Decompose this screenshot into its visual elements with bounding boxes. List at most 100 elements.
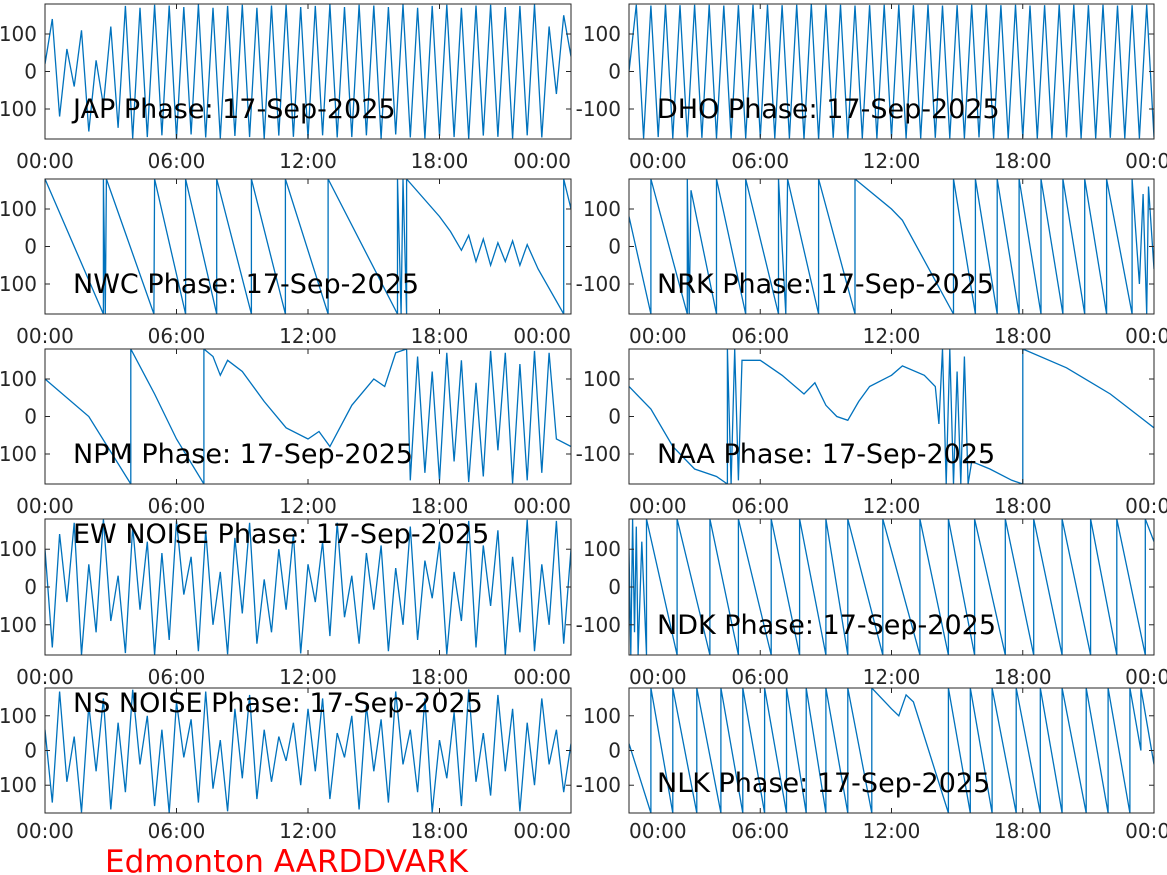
- y-tick-label: 100: [0, 367, 37, 391]
- y-tick-label: 0: [24, 60, 37, 84]
- phase-series-line: [629, 179, 1154, 314]
- subplot-5: -100 0 100 00:00 06:00 12:00 18:00 00:00 NPM Pha…: [0, 348, 572, 518]
- x-tick-label: 00:00: [1125, 324, 1167, 348]
- y-tick-label: 0: [24, 575, 37, 599]
- subplot-2: -100 0 100 00:00 06:00 12:00 18:00 00:00 DHO Pha…: [576, 3, 1167, 173]
- x-tick-label: 18:00: [411, 324, 469, 348]
- x-tick-label: 06:00: [731, 494, 789, 518]
- x-tick-label: 06:00: [731, 665, 789, 689]
- x-tick-label: 12:00: [863, 494, 921, 518]
- y-tick-label: 100: [583, 537, 621, 561]
- phase-series-line: [629, 688, 1154, 813]
- x-tick-label: 00:00: [629, 819, 687, 843]
- y-tick-label: 100: [0, 22, 37, 46]
- x-tick-label: 06:00: [148, 324, 206, 348]
- x-tick-label: 06:00: [148, 665, 206, 689]
- phase-series-line: [629, 349, 1154, 484]
- phase-series-line: [45, 179, 571, 314]
- y-tick-label: 100: [0, 704, 37, 728]
- x-tick-label: 06:00: [148, 494, 206, 518]
- x-tick-label: 12:00: [279, 324, 337, 348]
- x-tick-label: 06:00: [148, 149, 206, 173]
- y-tick-label: -100: [0, 97, 37, 121]
- y-tick-label: -100: [576, 97, 621, 121]
- x-tick-label: 06:00: [148, 819, 206, 843]
- y-tick-label: 100: [583, 704, 621, 728]
- y-tick-label: -100: [0, 442, 37, 466]
- y-tick-label: 100: [583, 22, 621, 46]
- x-tick-label: 12:00: [863, 149, 921, 173]
- x-tick-label: 12:00: [279, 494, 337, 518]
- x-tick-label: 06:00: [731, 149, 789, 173]
- x-tick-label: 18:00: [411, 819, 469, 843]
- y-tick-label: 0: [608, 60, 621, 84]
- x-tick-label: 18:00: [994, 494, 1052, 518]
- phase-series-line: [45, 349, 571, 484]
- x-tick-label: 00:00: [1125, 819, 1167, 843]
- subplot-10: -100 0 100 00:00 06:00 12:00 18:00 00:00 NLK Pha…: [576, 687, 1167, 843]
- subplot-title: NPM Phase: 17-Sep-2025: [73, 439, 413, 470]
- subplot-9: -100 0 100 00:00 06:00 12:00 18:00 00:00 NS NOIS…: [0, 687, 572, 843]
- x-tick-label: 18:00: [994, 665, 1052, 689]
- x-tick-label: 06:00: [731, 819, 789, 843]
- x-tick-label: 00:00: [513, 149, 571, 173]
- y-tick-label: 100: [0, 197, 37, 221]
- y-tick-label: 100: [583, 367, 621, 391]
- x-tick-label: 18:00: [411, 149, 469, 173]
- y-tick-label: -100: [576, 272, 621, 296]
- subplot-title: NDK Phase: 17-Sep-2025: [657, 610, 996, 641]
- subplot-title: JAP Phase: 17-Sep-2025: [71, 94, 396, 125]
- x-tick-label: 00:00: [513, 494, 571, 518]
- y-tick-label: 0: [608, 235, 621, 259]
- x-tick-label: 18:00: [994, 324, 1052, 348]
- x-tick-label: 00:00: [629, 665, 687, 689]
- subplot-8: -100 0 100 00:00 06:00 12:00 18:00 00:00 NDK Pha…: [576, 518, 1167, 689]
- phase-series-line: [45, 689, 571, 813]
- subplot-title: NAA Phase: 17-Sep-2025: [657, 439, 995, 470]
- x-tick-label: 00:00: [513, 819, 571, 843]
- y-tick-label: -100: [576, 613, 621, 637]
- subplot-7: -100 0 100 00:00 06:00 12:00 18:00 00:00 EW NOIS…: [0, 518, 572, 689]
- y-tick-label: 0: [24, 405, 37, 429]
- footer-label: Edmonton AARDDVARK: [105, 844, 469, 875]
- x-tick-label: 00:00: [629, 149, 687, 173]
- phase-series-line: [629, 519, 1154, 655]
- x-tick-label: 18:00: [994, 149, 1052, 173]
- x-tick-label: 00:00: [513, 665, 571, 689]
- y-tick-label: -100: [0, 613, 37, 637]
- x-tick-label: 18:00: [994, 819, 1052, 843]
- subplot-4: -100 0 100 00:00 06:00 12:00 18:00 00:00 NRK Pha…: [576, 178, 1167, 348]
- x-tick-label: 00:00: [1125, 149, 1167, 173]
- x-tick-label: 00:00: [1125, 494, 1167, 518]
- subplot-6: -100 0 100 00:00 06:00 12:00 18:00 00:00 NAA Pha…: [576, 348, 1167, 518]
- x-tick-label: 00:00: [513, 324, 571, 348]
- x-tick-label: 12:00: [279, 149, 337, 173]
- y-tick-label: -100: [576, 773, 621, 797]
- x-tick-label: 00:00: [629, 324, 687, 348]
- y-tick-label: 100: [583, 197, 621, 221]
- x-tick-label: 12:00: [279, 665, 337, 689]
- x-tick-label: 00:00: [16, 819, 74, 843]
- y-tick-label: -100: [0, 773, 37, 797]
- subplot-title: NRK Phase: 17-Sep-2025: [657, 269, 994, 300]
- y-tick-label: 0: [608, 405, 621, 429]
- x-tick-label: 00:00: [16, 494, 74, 518]
- x-tick-label: 00:00: [1125, 665, 1167, 689]
- x-tick-label: 00:00: [16, 149, 74, 173]
- x-tick-label: 12:00: [863, 665, 921, 689]
- subplot-3: -100 0 100 00:00 06:00 12:00 18:00 00:00 NWC Pha…: [0, 178, 572, 348]
- subplot-title: NS NOISE Phase: 17-Sep-2025: [73, 688, 483, 719]
- x-tick-label: 12:00: [863, 819, 921, 843]
- x-tick-label: 00:00: [629, 494, 687, 518]
- x-tick-label: 18:00: [411, 494, 469, 518]
- subplot-title: NWC Phase: 17-Sep-2025: [73, 269, 419, 300]
- y-tick-label: -100: [0, 272, 37, 296]
- phase-series-line: [45, 519, 571, 655]
- subplot-1: -100 0 100 00:00 06:00 12:00 18:00 00:00 JAP Pha…: [0, 3, 572, 173]
- y-tick-label: 100: [0, 537, 37, 561]
- x-tick-label: 00:00: [16, 665, 74, 689]
- y-tick-label: 0: [24, 235, 37, 259]
- x-tick-label: 00:00: [16, 324, 74, 348]
- x-tick-label: 12:00: [863, 324, 921, 348]
